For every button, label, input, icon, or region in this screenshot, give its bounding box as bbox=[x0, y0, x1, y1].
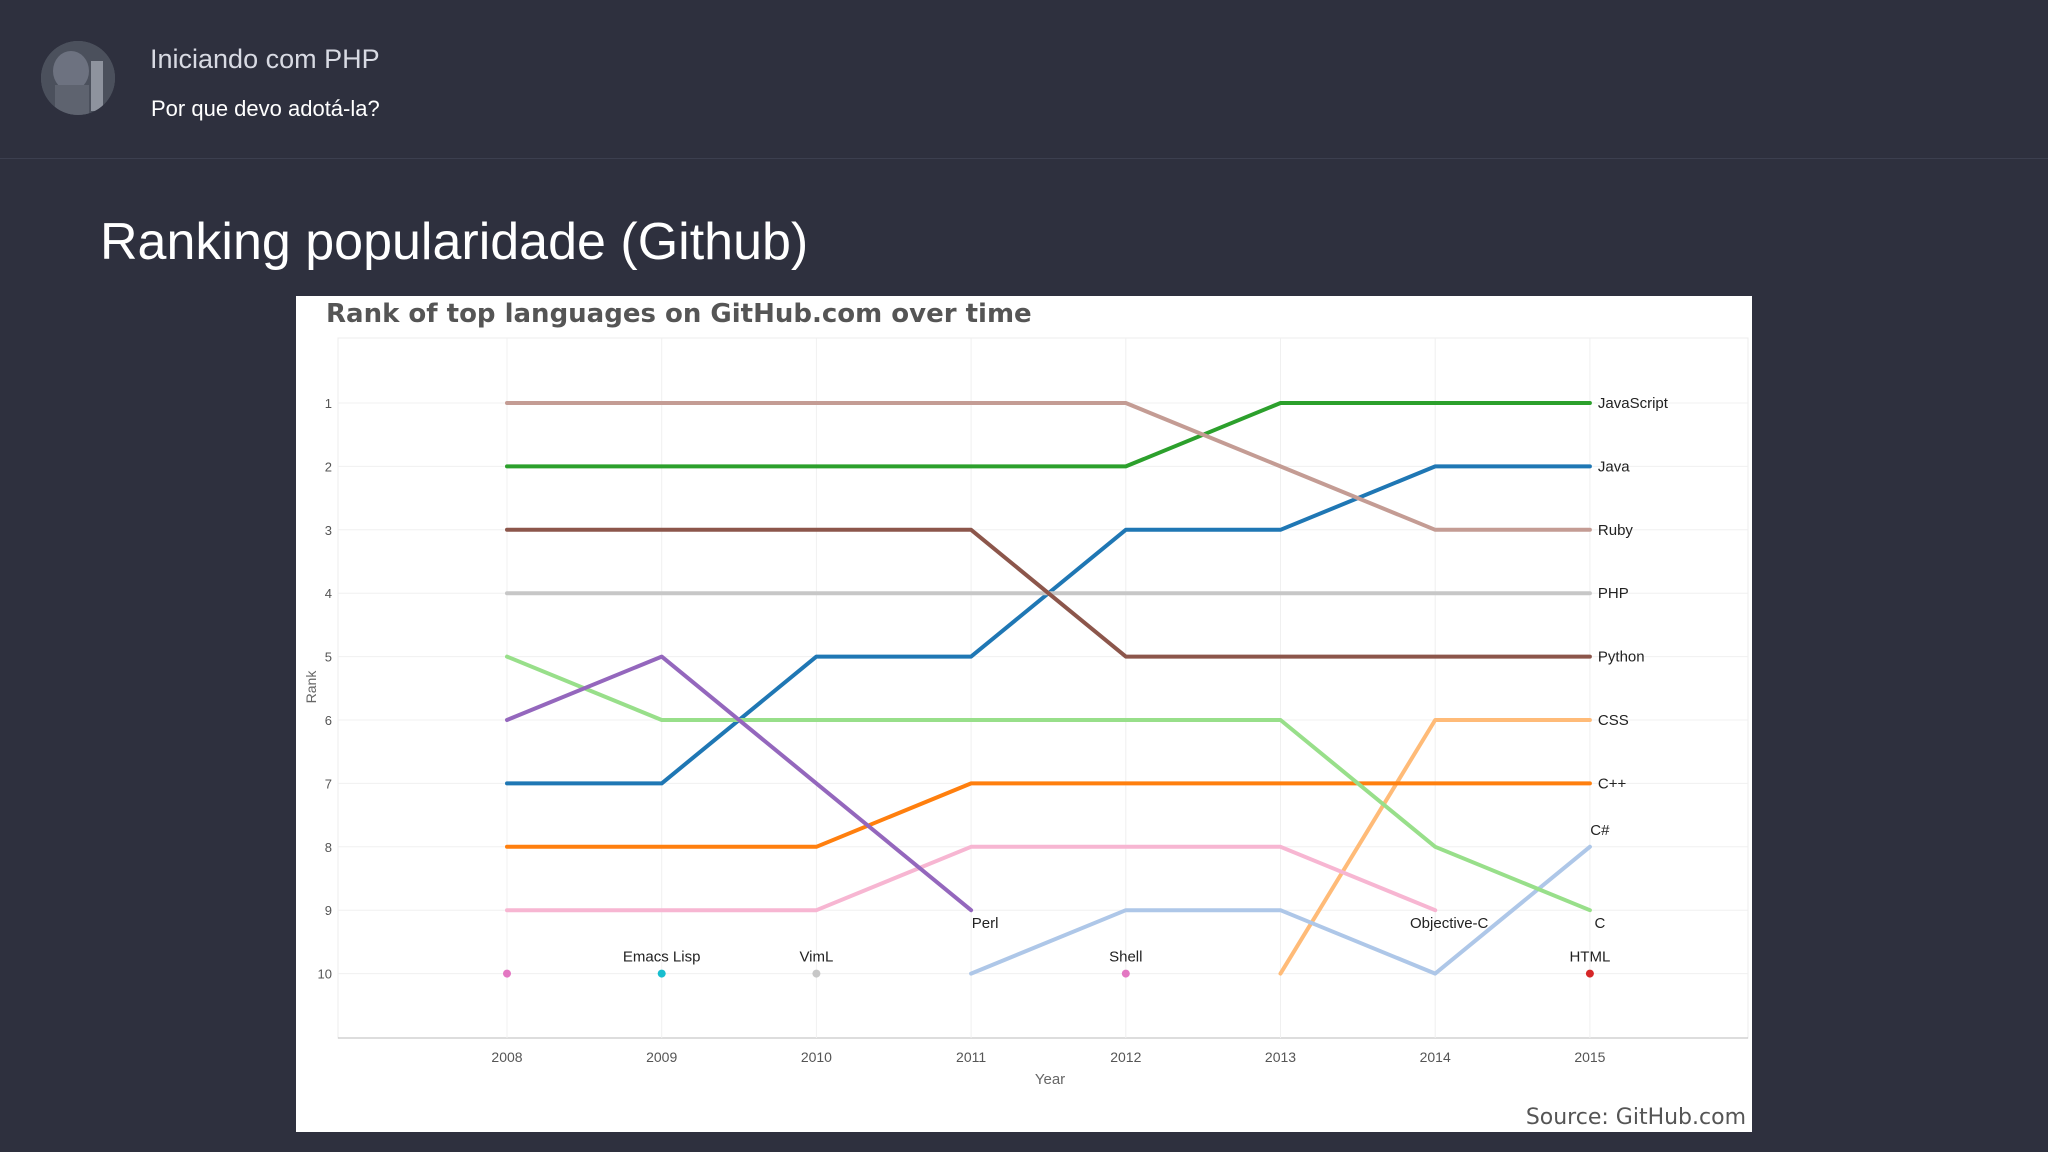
y-tick-label: 9 bbox=[325, 903, 332, 918]
series-line-css bbox=[1278, 718, 1592, 976]
single-point-marker bbox=[503, 969, 511, 978]
y-axis: 1 2 3 4 5 6 7 8 9 10 bbox=[318, 396, 332, 982]
series-label: Ruby bbox=[1598, 522, 1634, 539]
series-line-perl bbox=[505, 654, 974, 913]
y-tick-label: 8 bbox=[325, 840, 332, 855]
plot-area bbox=[337, 337, 1749, 1039]
series-label: Java bbox=[1598, 458, 1630, 475]
series-line-c bbox=[505, 654, 1592, 913]
x-tick-label: 2012 bbox=[1110, 1049, 1141, 1065]
series-label: C++ bbox=[1598, 775, 1627, 792]
series-line-c- bbox=[969, 844, 1592, 976]
rank-line-chart: Rank of top languages on GitHub.com over… bbox=[303, 299, 1749, 1130]
single-point-marker bbox=[1585, 969, 1594, 978]
series-label: Objective-C bbox=[1410, 915, 1489, 932]
series-label: Python bbox=[1598, 649, 1645, 666]
x-tick-label: 2013 bbox=[1265, 1049, 1296, 1065]
single-point-label: Emacs Lisp bbox=[623, 949, 701, 966]
single-point-marker bbox=[657, 969, 666, 978]
x-tick-label: 2010 bbox=[801, 1049, 832, 1065]
single-point-marker bbox=[1121, 969, 1130, 978]
series-line-c- bbox=[505, 781, 1592, 849]
y-tick-label: 1 bbox=[325, 396, 332, 411]
y-tick-label: 10 bbox=[318, 967, 332, 982]
series-label: C# bbox=[1590, 822, 1610, 839]
avatar-photo-icon bbox=[41, 41, 115, 115]
chart-grid bbox=[337, 337, 1749, 1039]
x-tick-label: 2014 bbox=[1420, 1049, 1451, 1065]
series-labels: JavaScript Java Ruby PHP Python CSS C++ C# C Obje… bbox=[972, 395, 1669, 932]
y-tick-label: 7 bbox=[325, 776, 332, 791]
x-axis: 2008 2009 2010 2011 2012 2013 2014 2015 bbox=[491, 1049, 1605, 1065]
series-label: C bbox=[1594, 915, 1605, 932]
series-label: CSS bbox=[1598, 712, 1629, 729]
series-label: Perl bbox=[972, 915, 999, 932]
deck-subtitle: Por que devo adotá-la? bbox=[151, 96, 380, 121]
chart-source: Source: GitHub.com bbox=[1526, 1105, 1746, 1130]
series-label: JavaScript bbox=[1598, 395, 1669, 412]
series-lines bbox=[505, 401, 1592, 976]
series-line-python bbox=[505, 527, 1592, 659]
series-line-javascript bbox=[505, 401, 1592, 469]
single-point-label: Shell bbox=[1109, 949, 1142, 966]
author-avatar[interactable] bbox=[41, 41, 115, 115]
single-point-label: HTML bbox=[1569, 949, 1610, 966]
chart-title: Rank of top languages on GitHub.com over… bbox=[326, 299, 1032, 329]
single-point-marker bbox=[812, 969, 821, 978]
deck-title: Iniciando com PHP bbox=[150, 44, 380, 74]
y-tick-label: 3 bbox=[325, 523, 332, 538]
y-tick-label: 4 bbox=[325, 586, 332, 601]
single-point-label: VimL bbox=[799, 949, 833, 966]
series-line-objective-c bbox=[505, 844, 1438, 913]
single-points: Emacs Lisp VimL Shell HTML bbox=[503, 949, 1610, 978]
x-tick-label: 2015 bbox=[1574, 1049, 1605, 1065]
chart-card: Rank of top languages on GitHub.com over… bbox=[296, 296, 1752, 1132]
y-tick-label: 2 bbox=[325, 459, 332, 474]
y-tick-label: 6 bbox=[325, 713, 332, 728]
slide-title: Ranking popularidade (Github) bbox=[100, 213, 809, 271]
presentation-header: Iniciando com PHP Por que devo adotá-la? bbox=[0, 0, 2048, 159]
x-tick-label: 2011 bbox=[956, 1049, 986, 1065]
x-tick-label: 2009 bbox=[646, 1049, 677, 1065]
series-line-ruby bbox=[505, 401, 1592, 532]
series-label: PHP bbox=[1598, 585, 1629, 602]
y-tick-label: 5 bbox=[325, 650, 332, 665]
x-axis-label: Year bbox=[1035, 1071, 1065, 1088]
y-axis-label: Rank bbox=[303, 670, 319, 704]
x-tick-label: 2008 bbox=[491, 1049, 522, 1065]
